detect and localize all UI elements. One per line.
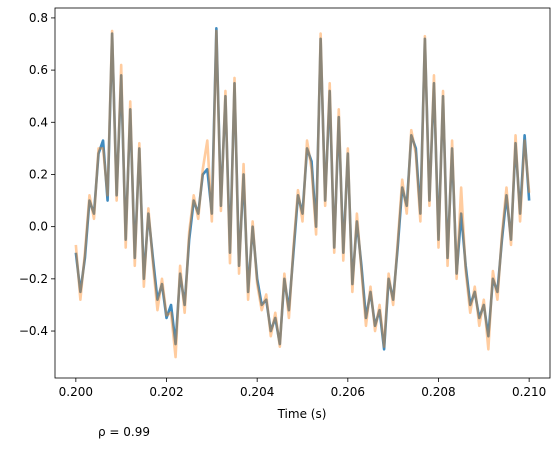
x-tick-label: 0.202: [149, 385, 183, 399]
x-tick-label: 0.208: [421, 385, 455, 399]
x-tick-label: 0.206: [331, 385, 365, 399]
data-line: [74, 29, 531, 359]
y-tick-label: 0.2: [29, 167, 48, 181]
y-tick-label: 0.0: [29, 220, 48, 234]
x-tick-label: 0.200: [59, 385, 93, 399]
y-tick-label: −0.2: [19, 272, 48, 286]
x-tick-label: 0.204: [240, 385, 274, 399]
x-axis-label: Time (s): [277, 407, 327, 421]
plot-frame: [54, 7, 551, 379]
x-tick-label: 0.210: [512, 385, 546, 399]
annotation: ρ = 0.99: [98, 425, 150, 439]
y-tick-label: 0.6: [29, 63, 48, 77]
y-tick-label: 0.4: [29, 115, 48, 129]
y-tick-label: 0.8: [29, 11, 48, 25]
y-tick-label: −0.4: [19, 324, 48, 338]
data-line: [74, 27, 531, 351]
